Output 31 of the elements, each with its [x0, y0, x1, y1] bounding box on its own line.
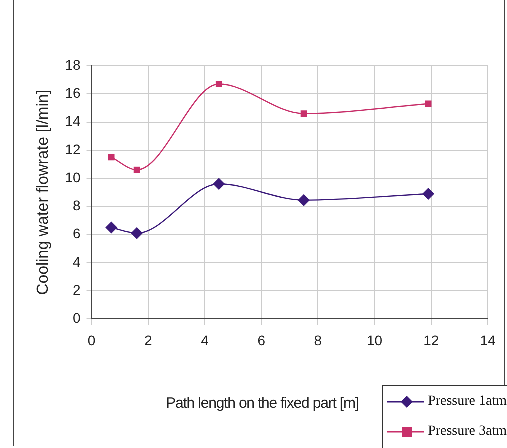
- point: [216, 81, 222, 88]
- y-tick-label: 14: [65, 113, 81, 130]
- y-tick-label: 6: [72, 226, 81, 242]
- x-tick-label: 8: [314, 332, 322, 348]
- y-tick-label: 16: [65, 84, 81, 101]
- x-tick-label: 12: [424, 332, 440, 348]
- x-tick-label: 6: [258, 332, 266, 348]
- point: [131, 227, 144, 240]
- x-tick-label: 10: [367, 332, 383, 348]
- x-tick-label: 14: [480, 332, 496, 348]
- legend-label: Pressure 1atm: [428, 394, 507, 410]
- point: [300, 110, 308, 118]
- y-axis-title: Cooling water flowrate [l/min]: [35, 90, 52, 296]
- y-tick-label: 0: [72, 310, 81, 326]
- point: [213, 178, 226, 190]
- point: [106, 222, 118, 234]
- y-tick-label: 8: [72, 198, 81, 214]
- point: [108, 154, 115, 161]
- y-tick-label: 12: [65, 141, 81, 158]
- y-tick-label: 10: [65, 169, 81, 186]
- y-tick-label: 4: [72, 254, 81, 270]
- y-tick-label: 18: [65, 56, 81, 73]
- x-tick-label: 4: [201, 332, 210, 348]
- x-axis-title: Path length on the fixed part [m]: [165, 395, 360, 412]
- x-tick-label: 0: [88, 332, 96, 348]
- y-tick-label: 2: [72, 282, 81, 298]
- point: [134, 166, 140, 174]
- point: [298, 194, 310, 206]
- legend-label: Pressure 3atm: [428, 424, 507, 440]
- x-tick-label: 2: [144, 332, 152, 348]
- point: [422, 188, 435, 200]
